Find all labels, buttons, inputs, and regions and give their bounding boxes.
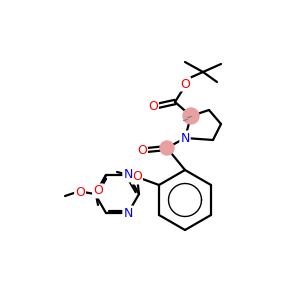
Text: N: N <box>123 168 133 182</box>
Text: O: O <box>93 184 103 197</box>
Text: O: O <box>180 77 190 91</box>
Text: N: N <box>123 207 133 220</box>
Circle shape <box>160 141 174 155</box>
Text: O: O <box>137 143 147 157</box>
Text: O: O <box>132 170 142 184</box>
Text: O: O <box>75 185 85 199</box>
Text: O: O <box>148 100 158 112</box>
Circle shape <box>183 108 199 124</box>
Text: N: N <box>180 131 190 145</box>
